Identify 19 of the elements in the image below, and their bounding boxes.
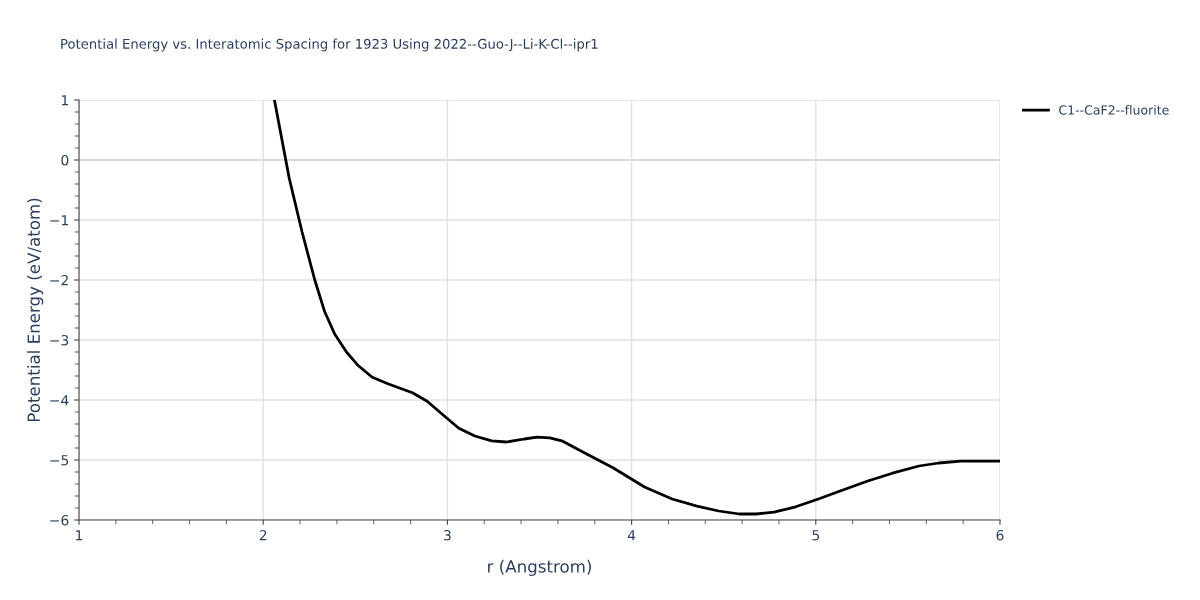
y-tick-label: −2 [50, 274, 68, 286]
y-axis-title: Potential Energy (eV/atom) [27, 198, 44, 422]
x-axis-title: r (Angstrom) [488, 559, 591, 576]
x-tick-label: 5 [812, 530, 820, 541]
x-tick-label: 6 [996, 529, 1004, 541]
x-tick-label: 4 [627, 530, 636, 541]
y-tick-label: 1 [61, 95, 68, 106]
line-series [273, 100, 1000, 516]
x-tick-label: 2 [259, 529, 267, 541]
y-tick-label: −4 [50, 395, 69, 406]
y-tick-label: 0 [61, 154, 69, 166]
chart-title: Potential Energy vs. Interatomic Spacing for 1923 Using 2022--Guo-J--Li-K-Cl--ipr1 [61, 38, 598, 52]
y-tick-label: −5 [50, 455, 69, 466]
legend-label: C1--CaF2--fluorite [1059, 105, 1169, 115]
x-tick-label: 1 [76, 530, 83, 541]
x-tick-label: 3 [444, 529, 451, 541]
y-tick-label: −6 [50, 514, 69, 526]
y-tick-label: −1 [50, 215, 68, 226]
y-tick-label: −3 [50, 334, 69, 346]
